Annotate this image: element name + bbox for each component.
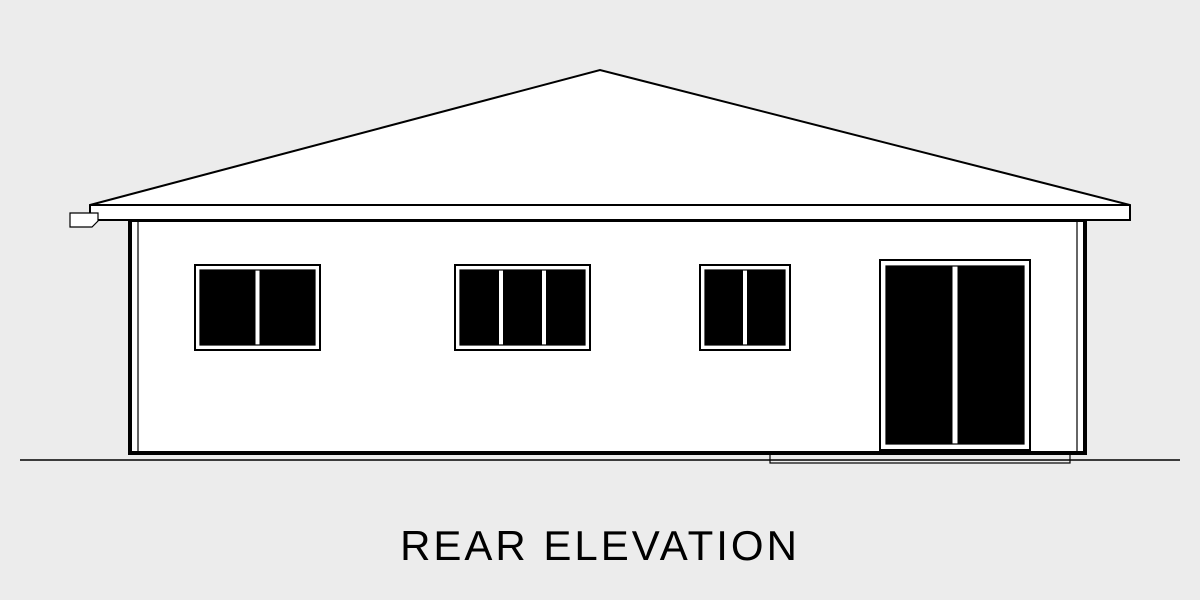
- win-2: [455, 265, 590, 350]
- drawing-title: REAR ELEVATION: [400, 522, 800, 569]
- gutter-icon: [70, 213, 98, 227]
